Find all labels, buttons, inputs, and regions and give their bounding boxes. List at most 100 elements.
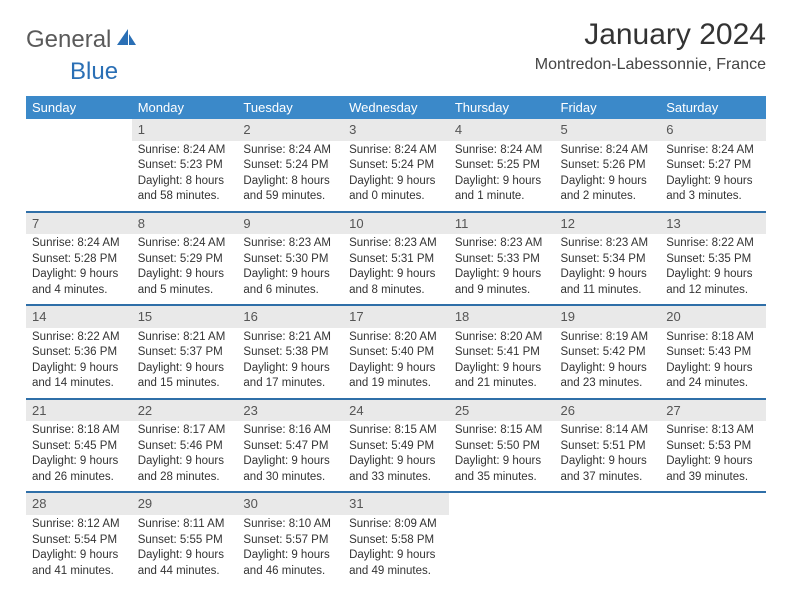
day-line: Sunset: 5:42 PM — [561, 345, 655, 361]
day-line: Sunset: 5:30 PM — [243, 252, 337, 268]
day-cell — [26, 119, 132, 212]
day-line: Daylight: 9 hours — [349, 267, 443, 283]
day-line: Sunset: 5:57 PM — [243, 533, 337, 549]
day-line: Sunrise: 8:24 AM — [243, 143, 337, 159]
day-line: and 28 minutes. — [138, 470, 232, 486]
day-body — [26, 123, 132, 131]
day-header-row: Sunday Monday Tuesday Wednesday Thursday… — [26, 96, 766, 119]
day-line: and 59 minutes. — [243, 189, 337, 205]
day-cell: 23Sunrise: 8:16 AMSunset: 5:47 PMDayligh… — [237, 399, 343, 493]
day-line: Sunrise: 8:22 AM — [666, 236, 760, 252]
day-line: Daylight: 9 hours — [32, 267, 126, 283]
day-line: Daylight: 9 hours — [561, 174, 655, 190]
day-number: 18 — [449, 306, 555, 328]
day-line: and 6 minutes. — [243, 283, 337, 299]
day-line: Daylight: 8 hours — [138, 174, 232, 190]
day-line: Sunset: 5:38 PM — [243, 345, 337, 361]
day-line: and 17 minutes. — [243, 376, 337, 392]
day-body: Sunrise: 8:24 AMSunset: 5:25 PMDaylight:… — [449, 141, 555, 211]
day-line: Daylight: 9 hours — [666, 361, 760, 377]
logo-text-blue: Blue — [70, 58, 118, 86]
day-body: Sunrise: 8:16 AMSunset: 5:47 PMDaylight:… — [237, 421, 343, 491]
day-cell: 26Sunrise: 8:14 AMSunset: 5:51 PMDayligh… — [555, 399, 661, 493]
day-body: Sunrise: 8:24 AMSunset: 5:27 PMDaylight:… — [660, 141, 766, 211]
day-line: Sunrise: 8:14 AM — [561, 423, 655, 439]
day-line: Sunrise: 8:24 AM — [138, 236, 232, 252]
day-number: 19 — [555, 306, 661, 328]
day-number: 15 — [132, 306, 238, 328]
day-line: Sunset: 5:54 PM — [32, 533, 126, 549]
day-cell: 1Sunrise: 8:24 AMSunset: 5:23 PMDaylight… — [132, 119, 238, 212]
day-line: Sunset: 5:47 PM — [243, 439, 337, 455]
day-cell — [555, 492, 661, 585]
day-line: Sunrise: 8:24 AM — [349, 143, 443, 159]
day-body: Sunrise: 8:22 AMSunset: 5:35 PMDaylight:… — [660, 234, 766, 304]
day-line: Daylight: 9 hours — [243, 361, 337, 377]
day-body — [555, 497, 661, 505]
day-body: Sunrise: 8:21 AMSunset: 5:37 PMDaylight:… — [132, 328, 238, 398]
day-body: Sunrise: 8:20 AMSunset: 5:41 PMDaylight:… — [449, 328, 555, 398]
day-line: Sunrise: 8:24 AM — [455, 143, 549, 159]
day-line: Sunrise: 8:23 AM — [243, 236, 337, 252]
day-line: and 44 minutes. — [138, 564, 232, 580]
day-number: 20 — [660, 306, 766, 328]
day-body: Sunrise: 8:23 AMSunset: 5:30 PMDaylight:… — [237, 234, 343, 304]
day-line: Daylight: 9 hours — [243, 454, 337, 470]
day-body — [449, 497, 555, 505]
day-line: Sunset: 5:58 PM — [349, 533, 443, 549]
day-cell: 18Sunrise: 8:20 AMSunset: 5:41 PMDayligh… — [449, 305, 555, 399]
location: Montredon-Labessonnie, France — [535, 56, 766, 74]
day-line: Sunset: 5:29 PM — [138, 252, 232, 268]
day-line: and 1 minute. — [455, 189, 549, 205]
day-header: Sunday — [26, 96, 132, 119]
day-line: and 5 minutes. — [138, 283, 232, 299]
day-body: Sunrise: 8:24 AMSunset: 5:29 PMDaylight:… — [132, 234, 238, 304]
logo-text-general: General — [26, 26, 111, 54]
day-line: Sunrise: 8:23 AM — [349, 236, 443, 252]
logo: General — [26, 26, 139, 54]
day-cell: 28Sunrise: 8:12 AMSunset: 5:54 PMDayligh… — [26, 492, 132, 585]
day-line: Daylight: 9 hours — [243, 548, 337, 564]
day-line: and 30 minutes. — [243, 470, 337, 486]
day-line: Daylight: 9 hours — [138, 454, 232, 470]
day-line: Sunrise: 8:23 AM — [561, 236, 655, 252]
week-row: 7Sunrise: 8:24 AMSunset: 5:28 PMDaylight… — [26, 212, 766, 306]
day-line: Sunrise: 8:09 AM — [349, 517, 443, 533]
day-line: Daylight: 9 hours — [455, 454, 549, 470]
day-line: Sunset: 5:50 PM — [455, 439, 549, 455]
day-line: Sunrise: 8:10 AM — [243, 517, 337, 533]
day-header: Friday — [555, 96, 661, 119]
day-line: Daylight: 9 hours — [349, 454, 443, 470]
day-line: Daylight: 9 hours — [455, 267, 549, 283]
week-row: 21Sunrise: 8:18 AMSunset: 5:45 PMDayligh… — [26, 399, 766, 493]
day-number: 27 — [660, 400, 766, 422]
day-body: Sunrise: 8:24 AMSunset: 5:24 PMDaylight:… — [343, 141, 449, 211]
day-line: and 26 minutes. — [32, 470, 126, 486]
day-line: Sunrise: 8:13 AM — [666, 423, 760, 439]
day-body: Sunrise: 8:23 AMSunset: 5:34 PMDaylight:… — [555, 234, 661, 304]
day-line: Daylight: 9 hours — [138, 361, 232, 377]
day-line: Sunrise: 8:18 AM — [32, 423, 126, 439]
day-line: Daylight: 9 hours — [32, 361, 126, 377]
day-line: Daylight: 9 hours — [138, 548, 232, 564]
day-header: Wednesday — [343, 96, 449, 119]
day-line: Sunrise: 8:19 AM — [561, 330, 655, 346]
day-body: Sunrise: 8:15 AMSunset: 5:49 PMDaylight:… — [343, 421, 449, 491]
day-number: 2 — [237, 119, 343, 141]
day-line: and 35 minutes. — [455, 470, 549, 486]
day-cell: 21Sunrise: 8:18 AMSunset: 5:45 PMDayligh… — [26, 399, 132, 493]
day-line: Daylight: 8 hours — [243, 174, 337, 190]
day-line: Sunset: 5:43 PM — [666, 345, 760, 361]
day-line: Sunset: 5:23 PM — [138, 158, 232, 174]
day-line: Sunset: 5:24 PM — [349, 158, 443, 174]
day-header: Thursday — [449, 96, 555, 119]
day-line: Daylight: 9 hours — [455, 174, 549, 190]
day-number: 28 — [26, 493, 132, 515]
day-body: Sunrise: 8:11 AMSunset: 5:55 PMDaylight:… — [132, 515, 238, 585]
week-row: 1Sunrise: 8:24 AMSunset: 5:23 PMDaylight… — [26, 119, 766, 212]
day-line: and 19 minutes. — [349, 376, 443, 392]
day-number: 13 — [660, 213, 766, 235]
day-number: 26 — [555, 400, 661, 422]
day-line: and 15 minutes. — [138, 376, 232, 392]
day-cell: 22Sunrise: 8:17 AMSunset: 5:46 PMDayligh… — [132, 399, 238, 493]
